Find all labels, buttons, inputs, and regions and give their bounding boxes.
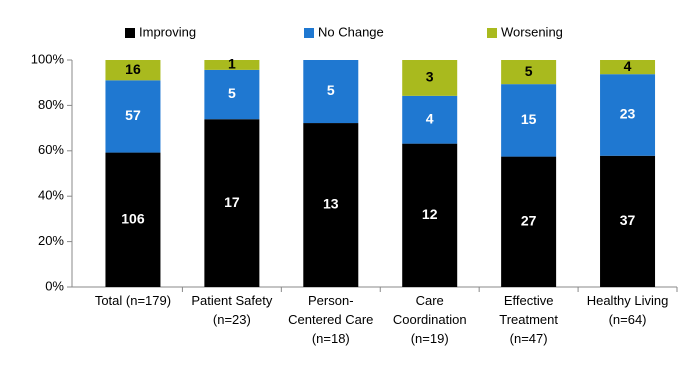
x-tick-label: Healthy Living (n=64) [587, 293, 669, 327]
x-tick-label: Care Coordination (n=19) [393, 293, 467, 346]
bar-segment [204, 119, 260, 287]
value-label: 23 [620, 106, 636, 122]
legend-label: Improving [139, 24, 196, 39]
value-label: 16 [125, 61, 141, 77]
x-tick-label-line: Coordination [393, 312, 467, 327]
bar-segment [402, 60, 458, 96]
bar-segment [501, 84, 557, 157]
y-tick-label: 20% [38, 233, 64, 248]
value-label: 3 [426, 69, 434, 85]
value-label: 5 [525, 63, 533, 79]
value-label: 5 [327, 82, 335, 98]
x-tick-label-line: Total (n=179) [95, 293, 171, 308]
x-tick-label-line: Treatment [499, 312, 558, 327]
bar-segment [204, 60, 260, 70]
bar-segment [303, 123, 359, 287]
legend-swatch [304, 28, 314, 38]
x-tick-label-line: (n=23) [213, 312, 251, 327]
x-tick-label-line: Centered Care [288, 312, 373, 327]
x-tick-label-line: Patient Safety [191, 293, 272, 308]
x-tick-label: Patient Safety (n=23) [191, 293, 272, 327]
value-label: 1 [228, 56, 236, 72]
x-tick-label-line: Care [416, 293, 444, 308]
value-label: 12 [422, 206, 438, 222]
bar-segment [402, 143, 458, 287]
legend-label: No Change [318, 24, 384, 39]
y-tick-label: 40% [38, 188, 64, 203]
legend-swatch [125, 28, 135, 38]
value-label: 13 [323, 196, 339, 212]
value-label: 57 [125, 107, 141, 123]
y-tick-label: 100% [31, 51, 65, 66]
bar-segment [501, 156, 557, 287]
value-label: 5 [228, 85, 236, 101]
value-label: 4 [426, 110, 434, 126]
x-tick-label: Total (n=179) [95, 293, 171, 308]
x-tick-label-line: Healthy Living [587, 293, 669, 308]
x-tick-label-line: (n=18) [312, 331, 350, 346]
value-label: 17 [224, 194, 240, 210]
legend-swatch [487, 28, 497, 38]
x-tick-label-line: Effective [504, 293, 554, 308]
bar-segment [105, 60, 161, 81]
value-label: 4 [624, 58, 632, 74]
value-label: 15 [521, 111, 537, 127]
x-tick-label-line: (n=64) [609, 312, 647, 327]
bar-segment [105, 152, 161, 287]
bar-segment [204, 69, 260, 120]
y-tick-label: 0% [45, 278, 64, 293]
bar-segment [105, 80, 161, 153]
x-tick-label-line: (n=47) [510, 331, 548, 346]
y-tick-label: 80% [38, 97, 64, 112]
bar-segment [303, 60, 359, 124]
legend-label: Worsening [501, 24, 563, 39]
bar-segment [600, 74, 656, 156]
x-tick-label-line: (n=19) [411, 331, 449, 346]
x-tick-label: Effective Treatment (n=47) [499, 293, 558, 346]
bar-segment [402, 95, 458, 144]
y-tick-label: 60% [38, 142, 64, 157]
x-tick-label-line: Person- [308, 293, 354, 308]
bar-segment [600, 60, 656, 75]
bar-segment [501, 60, 557, 85]
value-label: 37 [620, 212, 636, 228]
x-tick-label: Person- Centered Care (n=18) [288, 293, 373, 346]
value-label: 106 [121, 210, 145, 226]
bar-segment [600, 155, 656, 287]
value-label: 27 [521, 213, 537, 229]
